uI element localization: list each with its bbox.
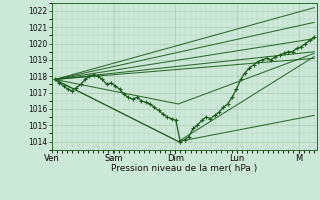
X-axis label: Pression niveau de la mer( hPa ): Pression niveau de la mer( hPa ) — [111, 164, 258, 173]
